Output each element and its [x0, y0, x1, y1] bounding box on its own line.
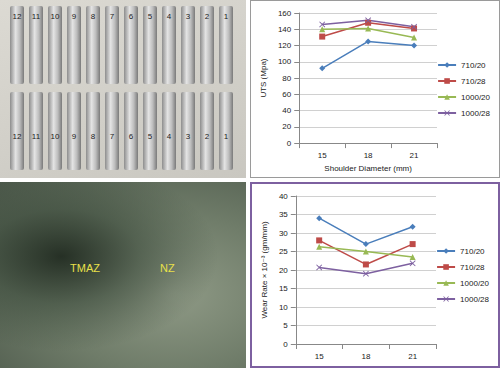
- html-text:7: 7: [109, 12, 115, 21]
- svg-text:30: 30: [279, 229, 288, 238]
- svg-text:60: 60: [282, 90, 291, 99]
- html-text:9: 9: [71, 132, 77, 141]
- html-text:8: 8: [90, 132, 96, 141]
- svg-text:15: 15: [279, 284, 288, 293]
- html-text:4: 4: [166, 132, 172, 141]
- html-text:4: 4: [166, 12, 172, 21]
- html-text:11: 11: [31, 12, 41, 21]
- html-text:5: 5: [147, 12, 153, 21]
- svg-text:21: 21: [410, 151, 419, 160]
- svg-text:Wear Rate × 10⁻³ (gm/mm): Wear Rate × 10⁻³ (gm/mm): [260, 221, 269, 319]
- svg-text:1000/28: 1000/28: [460, 295, 489, 304]
- svg-text:20: 20: [282, 122, 291, 131]
- html-text:7: 7: [109, 132, 115, 141]
- html-text:12: 12: [12, 132, 22, 141]
- svg-text:80: 80: [282, 74, 291, 83]
- svg-text:UTS (Mpa): UTS (Mpa): [259, 58, 268, 97]
- html-text:1: 1: [223, 132, 229, 141]
- html-text:1: 1: [223, 12, 229, 21]
- svg-text:140: 140: [278, 25, 292, 34]
- svg-text:20: 20: [279, 266, 288, 275]
- svg-text:710/28: 710/28: [461, 77, 486, 86]
- svg-text:0: 0: [287, 139, 292, 148]
- html-text:11: 11: [31, 132, 41, 141]
- svg-text:160: 160: [278, 9, 292, 18]
- svg-text:35: 35: [279, 210, 288, 219]
- svg-text:18: 18: [361, 352, 370, 361]
- svg-text:120: 120: [278, 41, 292, 50]
- html-text:5: 5: [147, 132, 153, 141]
- svg-text:710/28: 710/28: [460, 263, 485, 272]
- svg-text:Shoulder Diameter (mm): Shoulder Diameter (mm): [324, 164, 412, 173]
- html-text:12: 12: [12, 12, 22, 21]
- html-text:2: 2: [204, 12, 210, 21]
- svg-text:40: 40: [282, 106, 291, 115]
- svg-text:1000/20: 1000/20: [461, 93, 490, 102]
- html-text:3: 3: [185, 12, 191, 21]
- svg-text:5: 5: [283, 321, 288, 330]
- svg-text:40: 40: [279, 192, 288, 201]
- svg-text:10: 10: [279, 303, 288, 312]
- svg-text:1000/20: 1000/20: [460, 279, 489, 288]
- svg-text:25: 25: [279, 247, 288, 256]
- svg-text:15: 15: [318, 151, 327, 160]
- html-text:6: 6: [128, 132, 134, 141]
- svg-text:710/20: 710/20: [460, 247, 485, 256]
- html-text:NZ: NZ: [160, 262, 175, 274]
- html-text:10: 10: [50, 12, 60, 21]
- svg-text:710/20: 710/20: [461, 61, 486, 70]
- svg-text:100: 100: [278, 57, 292, 66]
- html-text:TMAZ: TMAZ: [70, 262, 100, 274]
- svg-text:18: 18: [364, 151, 373, 160]
- html-text:9: 9: [71, 12, 77, 21]
- html-text:10: 10: [50, 132, 60, 141]
- html-text:8: 8: [90, 12, 96, 21]
- html-text:6: 6: [128, 12, 134, 21]
- svg-text:15: 15: [315, 352, 324, 361]
- svg-text:21: 21: [408, 352, 417, 361]
- html-text:3: 3: [185, 132, 191, 141]
- html-text:2: 2: [204, 132, 210, 141]
- svg-text:1000/28: 1000/28: [461, 109, 490, 118]
- svg-text:0: 0: [283, 340, 288, 349]
